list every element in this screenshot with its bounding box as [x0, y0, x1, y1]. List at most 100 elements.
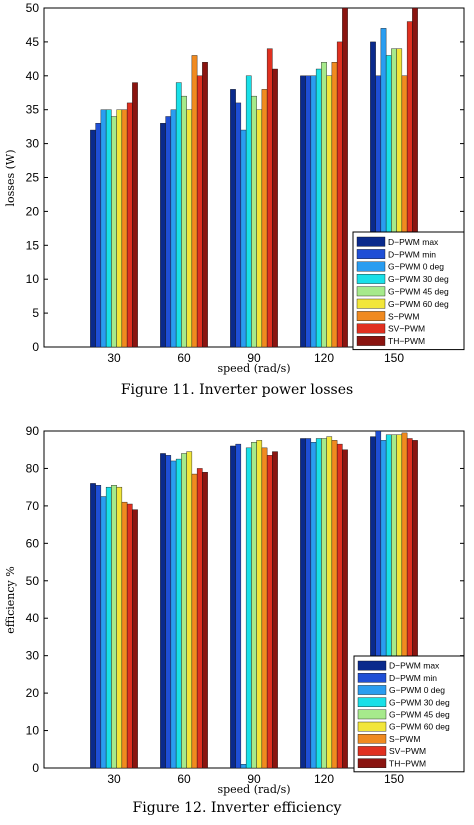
bar-th-pwm: [202, 62, 208, 348]
legend-label: G−PWM 45 deg: [389, 710, 450, 720]
y-tick-label: 80: [26, 461, 40, 475]
bar-sv-pwm: [336, 443, 343, 769]
bar-g-pwm-60-deg: [116, 109, 123, 348]
y-tick-label: 0: [32, 340, 39, 354]
bar-g-pwm-45-deg: [251, 95, 257, 348]
bar-d-pwm-min: [165, 116, 172, 348]
y-tick-label: 20: [26, 204, 40, 218]
y-tick-label: 50: [26, 1, 40, 15]
bar-s-pwm: [121, 501, 128, 769]
legend-label: S−PWM: [389, 734, 420, 744]
losses-bar-chart: 0 5 10 15 20 25 30 35 40 45 50 30 60 90 120 150 speed (r…: [4, 1, 465, 375]
y-tick-label: 40: [26, 69, 40, 83]
y-tick-label: 5: [32, 306, 39, 320]
bar-d-pwm-min: [95, 485, 102, 769]
bar-th-pwm: [272, 451, 278, 769]
legend-swatch: [356, 311, 386, 321]
bar-g-pwm-60-deg: [256, 109, 263, 348]
bar-g-pwm-30-deg: [315, 438, 322, 769]
bar-g-pwm-0-deg: [240, 129, 247, 348]
y-tick-label: 90: [26, 424, 40, 438]
legend-label: SV−PWM: [389, 746, 426, 756]
legend-label: D−PWM max: [388, 237, 439, 247]
legend-swatch: [356, 261, 386, 272]
x-tick-label: 90: [247, 351, 261, 365]
y-tick-label: 0: [32, 761, 39, 775]
bar-g-pwm-0-deg: [310, 442, 317, 769]
bar-d-pwm-max: [230, 89, 236, 348]
bar-d-pwm-min: [305, 438, 312, 769]
y-tick-label: 45: [26, 35, 40, 49]
bar-d-pwm-max: [90, 483, 96, 769]
bar-sv-pwm: [126, 102, 133, 348]
bar-s-pwm: [261, 447, 268, 769]
bar-g-pwm-0-deg: [100, 109, 107, 348]
y-tick-label: 10: [26, 272, 40, 286]
legend-swatch: [357, 685, 387, 695]
efficiency-bar-chart: 0 10 20 30 40 50 60 70 80 90 30 60 90 120 150 speed (ra…: [4, 424, 465, 796]
legend-swatch: [357, 660, 387, 671]
legend-label: G−PWM 30 deg: [389, 697, 450, 707]
bar-g-pwm-45-deg: [321, 438, 327, 769]
figure-12: 0 10 20 30 40 50 60 70 80 90 30 60 90 120 150 speed (ra…: [0, 416, 474, 825]
bar-sv-pwm: [126, 503, 133, 769]
bar-g-pwm-0-deg: [170, 460, 177, 769]
bar-g-pwm-30-deg: [245, 75, 252, 348]
x-tick-label: 90: [247, 772, 261, 786]
legend-swatch: [356, 336, 386, 346]
bar-g-pwm-30-deg: [315, 68, 322, 348]
y-tick-label: 50: [26, 574, 40, 588]
legend-label: G−PWM 60 deg: [389, 722, 450, 732]
y-tick-label: 20: [26, 686, 40, 700]
bar-g-pwm-60-deg: [326, 436, 333, 769]
bar-sv-pwm: [196, 75, 203, 348]
bar-d-pwm-min: [95, 123, 102, 348]
bar-g-pwm-45-deg: [181, 453, 187, 769]
figure-11: 0 5 10 15 20 25 30 35 40 45 50 30 60 90 120 150 speed (r…: [0, 0, 474, 410]
legend-label: G−PWM 45 deg: [388, 287, 449, 297]
bar-g-pwm-60-deg: [186, 451, 193, 769]
bar-th-pwm: [342, 449, 348, 769]
bar-s-pwm: [331, 62, 338, 348]
bar-d-pwm-min: [235, 443, 242, 769]
legend-swatch: [356, 236, 386, 247]
legend-label: SV−PWM: [388, 324, 425, 334]
bar-g-pwm-30-deg: [245, 447, 252, 769]
bar-th-pwm: [132, 509, 138, 769]
legend-swatch: [357, 758, 387, 769]
legend-label: S−PWM: [388, 311, 419, 321]
bar-g-pwm-45-deg: [321, 62, 327, 348]
bar-g-pwm-45-deg: [251, 442, 257, 769]
x-tick-label: 60: [177, 351, 191, 365]
legend-label: TH−PWM: [388, 336, 425, 346]
legend-label: G−PWM 30 deg: [388, 274, 449, 284]
bar-d-pwm-min: [165, 455, 172, 769]
legend-swatch: [357, 734, 387, 744]
bar-g-pwm-45-deg: [111, 485, 117, 769]
y-tick-label: 35: [26, 103, 40, 117]
y-tick-label: 15: [26, 238, 40, 252]
bar-d-pwm-max: [160, 123, 166, 348]
bar-g-pwm-0-deg: [170, 109, 177, 348]
y-tick-label: 30: [26, 649, 40, 663]
bar-g-pwm-0-deg: [100, 496, 107, 769]
legend-label: D−PWM max: [389, 661, 440, 671]
legend-swatch: [356, 286, 386, 297]
bar-sv-pwm: [266, 455, 273, 769]
legend-swatch: [357, 721, 387, 732]
legend-swatch: [357, 673, 387, 683]
x-tick-label: 150: [384, 351, 404, 365]
bar-d-pwm-max: [300, 75, 306, 348]
x-tick-label: 120: [314, 351, 334, 365]
figure-12-caption: Figure 12. Inverter efficiency: [132, 800, 342, 816]
x-tick-label: 120: [314, 772, 334, 786]
y-tick-label: 10: [26, 724, 40, 738]
bar-g-pwm-0-deg: [310, 75, 317, 348]
legend-swatch: [357, 709, 387, 720]
bar-g-pwm-30-deg: [105, 486, 112, 769]
bar-th-pwm: [202, 471, 208, 769]
legend-label: G−PWM 0 deg: [389, 685, 445, 695]
bar-g-pwm-0-deg: [240, 764, 247, 769]
y-axis-label: losses (W): [4, 150, 17, 207]
legend-swatch: [357, 746, 387, 756]
